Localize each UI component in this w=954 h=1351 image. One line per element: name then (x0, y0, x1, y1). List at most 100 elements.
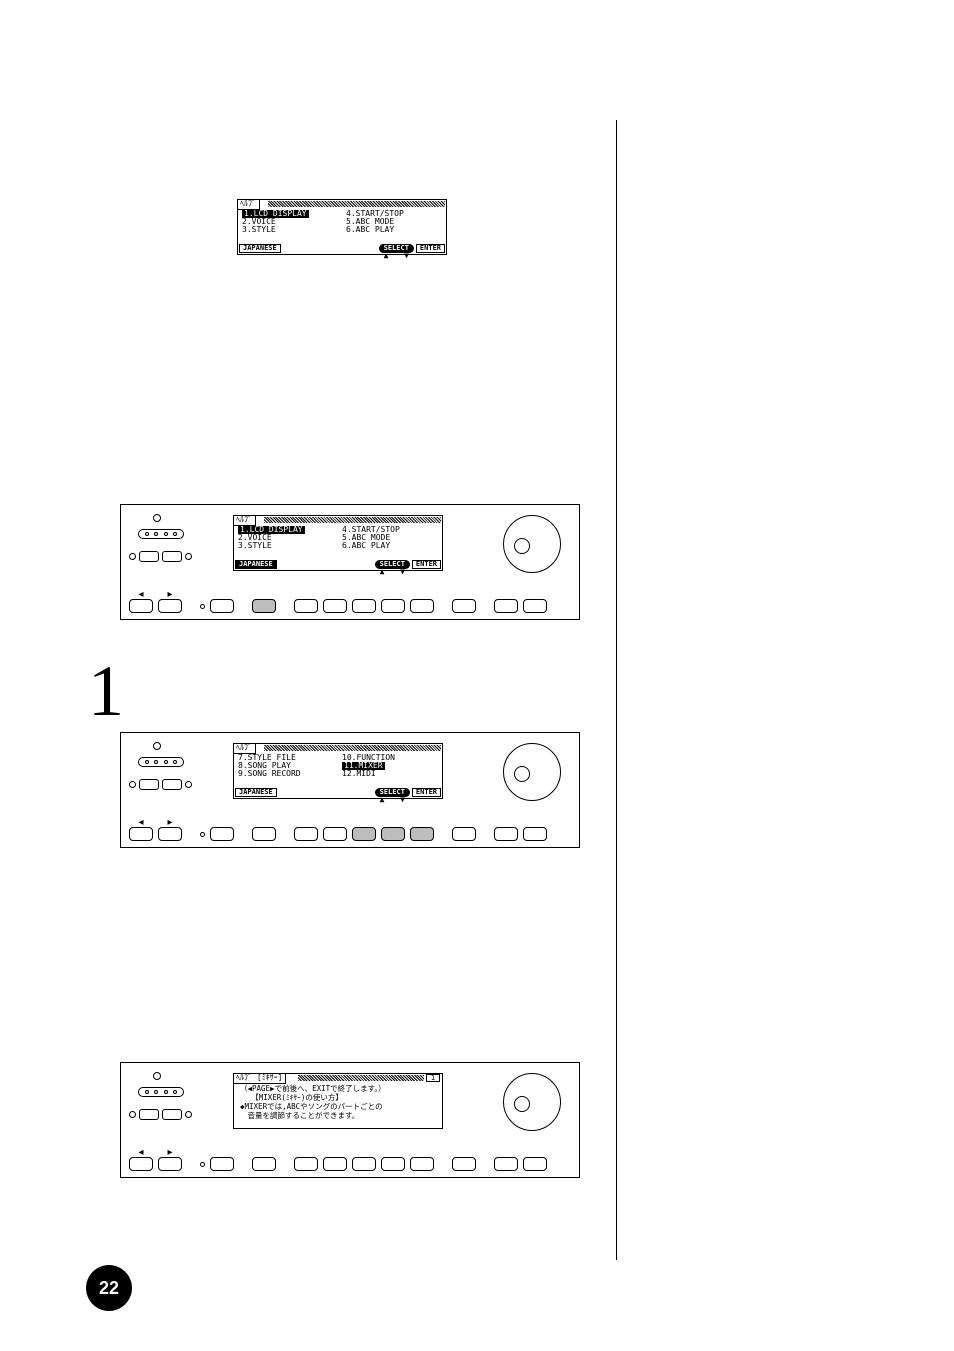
panel-button[interactable] (452, 599, 476, 613)
power-led (153, 514, 161, 522)
lcd-select: SELECT ▲ ▼ (379, 244, 414, 253)
side-button[interactable] (162, 551, 182, 562)
panel-button[interactable] (294, 827, 318, 841)
lcd-item: 3.STYLE (242, 226, 338, 234)
page-next-button[interactable]: ▸ (158, 1157, 182, 1171)
lcd-item: 6.ABC PLAY (342, 542, 438, 550)
left-arrow-icon: ◂ (130, 590, 152, 600)
left-arrow-icon: ◂ (130, 1148, 152, 1158)
scroll-indicator: 1 (426, 1074, 440, 1082)
lcd-tab-label: ﾍﾙﾌﾟ (236, 1073, 252, 1082)
panel-button[interactable] (210, 599, 234, 613)
panel-button[interactable] (452, 827, 476, 841)
indicator-leds (138, 529, 184, 539)
side-buttons (129, 551, 192, 562)
jog-dial[interactable] (503, 515, 561, 573)
power-led (153, 742, 161, 750)
device-panel-c: ﾍﾙﾌﾟ [ﾐｷｻｰ] 1 （◀PAGE▶で前後へ、EXITで終了します。） 【… (120, 1062, 580, 1178)
page-number-badge: 22 (86, 1265, 132, 1311)
lcd-enter: ENTER (412, 788, 441, 797)
panel-button[interactable] (352, 1157, 376, 1171)
page-prev-button[interactable]: ◂ (129, 599, 153, 613)
panel-button[interactable] (323, 599, 347, 613)
down-arrow-icon: ▼ (400, 796, 405, 804)
panel-button[interactable] (494, 599, 518, 613)
lcd-hatch (264, 745, 441, 751)
lcd-lang: JAPANESE (239, 244, 281, 253)
panel-button[interactable] (523, 827, 547, 841)
lcd-hatch (268, 201, 445, 207)
panel-button[interactable] (381, 599, 405, 613)
panel-button[interactable] (410, 827, 434, 841)
indicator-leds (138, 757, 184, 767)
bottom-button-row: ◂ ▸ (129, 827, 571, 841)
panel-button[interactable] (210, 827, 234, 841)
dot-indicator (200, 832, 205, 837)
panel-button[interactable] (252, 1157, 276, 1171)
page-prev-button[interactable]: ◂ (129, 1157, 153, 1171)
page-next-button[interactable]: ▸ (158, 827, 182, 841)
lcd-lang: JAPANESE (235, 560, 277, 569)
page-prev-button[interactable]: ◂ (129, 827, 153, 841)
panel-button[interactable] (323, 1157, 347, 1171)
panel-button[interactable] (294, 599, 318, 613)
panel-button[interactable] (523, 1157, 547, 1171)
panel-button[interactable] (210, 1157, 234, 1171)
panel-button[interactable] (410, 1157, 434, 1171)
lcd-a: ﾍﾙﾌﾟ 1.LCD DISPLAY 2.VOICE 3.STYLE 4.STA… (233, 515, 443, 571)
panel-button[interactable] (352, 827, 376, 841)
lcd-hatch (264, 517, 441, 523)
lcd-lang: JAPANESE (235, 788, 277, 797)
lcd-hatch (298, 1075, 424, 1081)
side-button[interactable] (162, 779, 182, 790)
left-arrow-icon: ◂ (130, 818, 152, 828)
jog-dial[interactable] (503, 1073, 561, 1131)
panel-button[interactable] (252, 827, 276, 841)
down-arrow-icon: ▼ (404, 252, 409, 260)
jog-dial[interactable] (503, 743, 561, 801)
dot-indicator (200, 604, 205, 609)
lcd-select: SELECT ▲ ▼ (375, 560, 410, 569)
device-panel-a: ﾍﾙﾌﾟ 1.LCD DISPLAY 2.VOICE 3.STYLE 4.STA… (120, 504, 580, 620)
panel-button[interactable] (323, 827, 347, 841)
panel-button[interactable] (523, 599, 547, 613)
side-buttons (129, 779, 192, 790)
side-button[interactable] (139, 1109, 159, 1120)
help-line: （◀PAGE▶で前後へ、EXITで終了します。） (240, 1084, 436, 1093)
right-arrow-icon: ▸ (159, 590, 181, 600)
help-line: 音量を調節することができます。 (240, 1111, 436, 1120)
up-arrow-icon: ▲ (380, 796, 385, 804)
lcd-enter: ENTER (416, 244, 445, 253)
lcd-col-left: 1.LCD DISPLAY 2.VOICE 3.STYLE (242, 210, 338, 234)
indicator-leds (138, 1087, 184, 1097)
side-button[interactable] (162, 1109, 182, 1120)
panel-button[interactable] (452, 1157, 476, 1171)
page-number-text: 22 (99, 1278, 119, 1299)
help-line: ◆MIXERでは,ABCやソングのパートごとの (240, 1102, 436, 1111)
side-buttons (129, 1109, 192, 1120)
lcd-c: ﾍﾙﾌﾟ [ﾐｷｻｰ] 1 （◀PAGE▶で前後へ、EXITで終了します。） 【… (233, 1073, 443, 1129)
step-number: 1 (88, 650, 124, 733)
lcd-col-right: 4.START/STOP 5.ABC MODE 6.ABC PLAY (346, 210, 442, 234)
panel-button[interactable] (494, 1157, 518, 1171)
page-next-button[interactable]: ▸ (158, 599, 182, 613)
panel-button[interactable] (352, 599, 376, 613)
panel-button[interactable] (252, 599, 276, 613)
lcd-item: 3.STYLE (238, 542, 334, 550)
up-arrow-icon: ▲ (384, 252, 389, 260)
lcd-item: 12.MIDI (342, 770, 438, 778)
lcd-item: 9.SONG RECORD (238, 770, 334, 778)
panel-button[interactable] (410, 599, 434, 613)
side-button[interactable] (139, 551, 159, 562)
panel-button[interactable] (294, 1157, 318, 1171)
panel-button[interactable] (494, 827, 518, 841)
vertical-rule (616, 120, 617, 1260)
side-button[interactable] (139, 779, 159, 790)
panel-button[interactable] (381, 827, 405, 841)
help-line: 【MIXER(ﾐｷｻｰ)の使い方】 (240, 1093, 436, 1102)
dot-indicator (200, 1162, 205, 1167)
lcd-tab: ﾍﾙﾌﾟ [ﾐｷｻｰ] (233, 1073, 286, 1084)
panel-button[interactable] (381, 1157, 405, 1171)
device-panel-b: ﾍﾙﾌﾟ 7.STYLE FILE 8.SONG PLAY 9.SONG REC… (120, 732, 580, 848)
power-led (153, 1072, 161, 1080)
